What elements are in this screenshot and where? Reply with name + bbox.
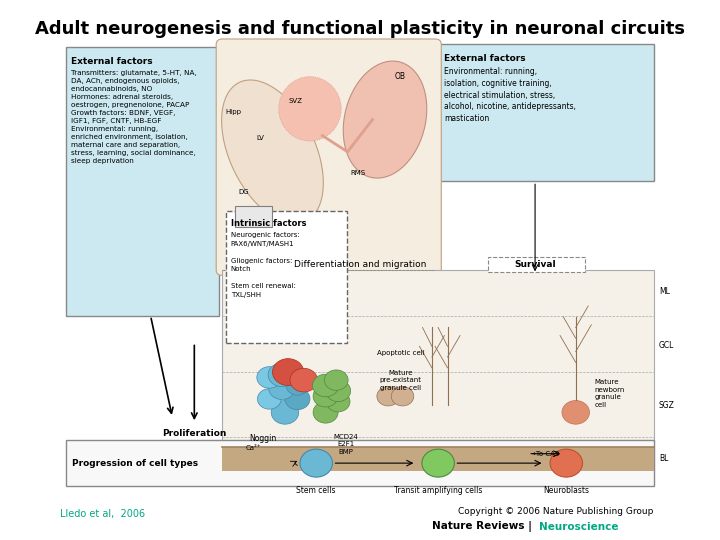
Text: Neuroscience: Neuroscience (539, 522, 618, 532)
Text: Hipp: Hipp (225, 109, 242, 114)
Text: Neurogenic factors:
PAX6/WNT/MASH1

Gliogenic factors:
Notch

Stem cell renewal:: Neurogenic factors: PAX6/WNT/MASH1 Gliog… (230, 232, 300, 298)
Text: Apoptotic cell: Apoptotic cell (377, 350, 425, 356)
Text: Nature Reviews |: Nature Reviews | (432, 521, 536, 532)
Circle shape (300, 449, 333, 477)
Text: DG: DG (238, 189, 248, 195)
FancyBboxPatch shape (222, 270, 654, 471)
Circle shape (326, 392, 350, 412)
Text: Ca²⁺: Ca²⁺ (246, 444, 261, 450)
Circle shape (271, 401, 299, 424)
Text: Proliferation: Proliferation (162, 429, 227, 438)
Circle shape (313, 402, 338, 423)
FancyBboxPatch shape (66, 440, 654, 486)
Text: Survival: Survival (514, 260, 556, 269)
Text: ML: ML (659, 287, 670, 296)
Circle shape (272, 359, 304, 386)
Text: Mature
newborn
granule
cell: Mature newborn granule cell (595, 379, 625, 408)
FancyBboxPatch shape (225, 211, 348, 342)
Text: GCL: GCL (659, 341, 674, 350)
Circle shape (313, 386, 338, 407)
FancyBboxPatch shape (66, 47, 220, 316)
Text: SVZ: SVZ (288, 98, 302, 104)
Circle shape (325, 380, 351, 402)
Text: Progression of cell types: Progression of cell types (73, 458, 199, 468)
Text: Neuroblasts: Neuroblasts (544, 485, 590, 495)
FancyBboxPatch shape (235, 206, 272, 227)
Ellipse shape (279, 77, 341, 141)
Circle shape (290, 368, 318, 392)
Circle shape (562, 401, 590, 424)
Text: Transit amplifying cells: Transit amplifying cells (394, 485, 482, 495)
Circle shape (391, 387, 414, 406)
Text: BL: BL (659, 454, 668, 463)
Text: SGZ: SGZ (659, 401, 675, 410)
Text: Noggin: Noggin (249, 434, 276, 443)
Ellipse shape (343, 61, 427, 178)
Circle shape (269, 377, 295, 400)
Circle shape (550, 449, 582, 477)
Text: LV: LV (257, 136, 265, 141)
FancyBboxPatch shape (488, 257, 585, 272)
Text: OB: OB (395, 72, 405, 81)
Text: Adult neurogenesis and functional plasticity in neuronal circuits: Adult neurogenesis and functional plasti… (35, 20, 685, 38)
Circle shape (377, 387, 400, 406)
Text: Environmental: running,
isolation, cognitive training,
electrical stimulation, s: Environmental: running, isolation, cogni… (444, 67, 577, 123)
Circle shape (285, 388, 310, 410)
Text: External factors: External factors (444, 54, 526, 63)
FancyBboxPatch shape (222, 447, 654, 471)
Text: Intrinsic factors: Intrinsic factors (230, 219, 306, 228)
Circle shape (287, 376, 309, 395)
Text: Copyright © 2006 Nature Publishing Group: Copyright © 2006 Nature Publishing Group (459, 507, 654, 516)
Circle shape (312, 374, 338, 397)
Circle shape (325, 370, 348, 390)
FancyBboxPatch shape (438, 44, 654, 181)
Text: RMS: RMS (351, 170, 366, 176)
Text: Lledo et al,  2006: Lledo et al, 2006 (60, 509, 145, 519)
Circle shape (268, 363, 296, 387)
Text: Transmitters: glutamate, 5-HT, NA,
DA, ACh, endogenous opioids,
endocannabinoids: Transmitters: glutamate, 5-HT, NA, DA, A… (71, 70, 197, 164)
Text: External factors: External factors (71, 57, 153, 66)
Circle shape (258, 389, 282, 409)
FancyBboxPatch shape (216, 39, 441, 275)
Circle shape (257, 367, 282, 388)
Text: Stem cells: Stem cells (297, 485, 336, 495)
Text: MCD24
E2F1
BMP: MCD24 E2F1 BMP (334, 434, 359, 455)
Circle shape (422, 449, 454, 477)
Text: Mature
pre-existant
granule cell: Mature pre-existant granule cell (379, 370, 422, 390)
Ellipse shape (222, 80, 323, 224)
Text: Differentiation and migration: Differentiation and migration (294, 260, 426, 269)
Text: →To CA3: →To CA3 (530, 451, 559, 457)
